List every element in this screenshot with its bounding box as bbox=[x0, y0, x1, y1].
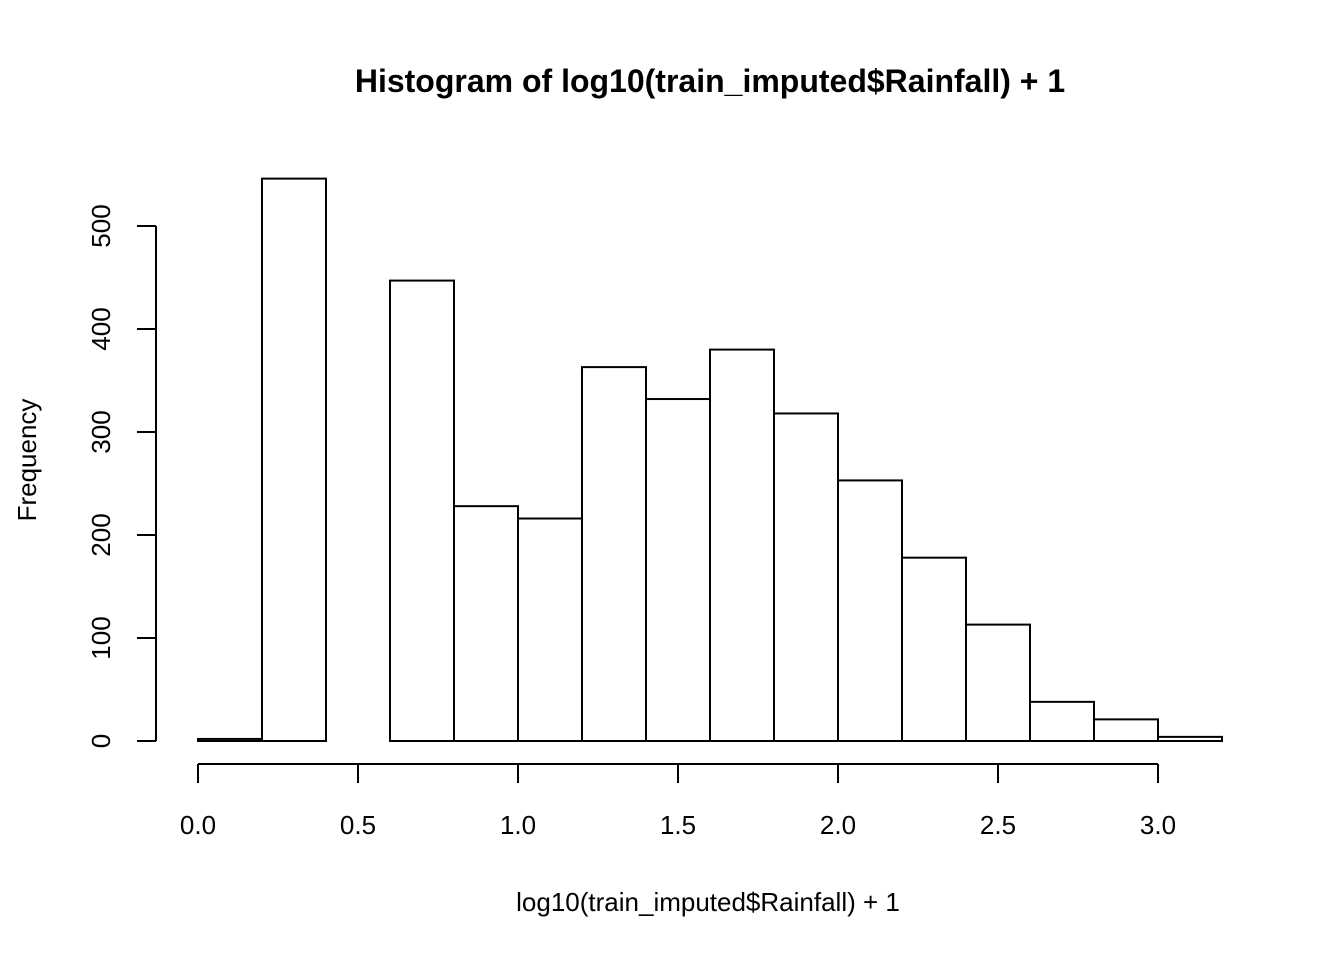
x-tick-label: 0.0 bbox=[180, 810, 216, 840]
x-axis: 0.0 0.5 1.0 1.5 2.0 2.5 3.0 bbox=[180, 763, 1176, 840]
y-axis-label: Frequency bbox=[12, 399, 42, 522]
x-tick-label: 3.0 bbox=[1140, 810, 1176, 840]
histogram-bar-12 bbox=[901, 556, 967, 742]
x-axis-label: log10(train_imputed$Rainfall) + 1 bbox=[516, 887, 900, 917]
y-axis: 0 100 200 300 400 500 bbox=[86, 204, 157, 748]
y-tick-label: 200 bbox=[86, 513, 116, 556]
histogram-bar-6 bbox=[517, 517, 583, 743]
histogram-bar-15 bbox=[1093, 718, 1159, 742]
y-tick-label: 100 bbox=[86, 616, 116, 659]
histogram-bar-11 bbox=[837, 479, 903, 742]
histogram-bar-2 bbox=[261, 177, 327, 742]
x-tick-label: 2.5 bbox=[980, 810, 1016, 840]
y-ticks: 0 100 200 300 400 500 bbox=[86, 204, 156, 748]
x-tick-label: 1.0 bbox=[500, 810, 536, 840]
histogram-bar-1 bbox=[197, 737, 263, 743]
x-ticks: 0.0 0.5 1.0 1.5 2.0 2.5 3.0 bbox=[180, 764, 1176, 840]
histogram-bar-14 bbox=[1029, 700, 1095, 742]
y-tick-label: 0 bbox=[86, 734, 116, 748]
histogram-bar-4 bbox=[389, 279, 455, 742]
x-tick-label: 1.5 bbox=[660, 810, 696, 840]
chart-title: Histogram of log10(train_imputed$Rainfal… bbox=[355, 63, 1065, 99]
x-tick-label: 0.5 bbox=[340, 810, 376, 840]
histogram-bar-9 bbox=[709, 348, 775, 742]
histogram-bar-16 bbox=[1157, 735, 1223, 743]
histogram-bar-5 bbox=[453, 505, 519, 742]
histogram-bar-8 bbox=[645, 398, 711, 742]
histogram-bar-7 bbox=[581, 366, 647, 742]
y-tick-label: 300 bbox=[86, 410, 116, 453]
histogram-bar-10 bbox=[773, 412, 839, 742]
y-tick-label: 500 bbox=[86, 204, 116, 247]
bars-group bbox=[197, 177, 1223, 743]
histogram-bar-13 bbox=[965, 623, 1031, 742]
x-tick-label: 2.0 bbox=[820, 810, 856, 840]
y-tick-label: 400 bbox=[86, 307, 116, 350]
